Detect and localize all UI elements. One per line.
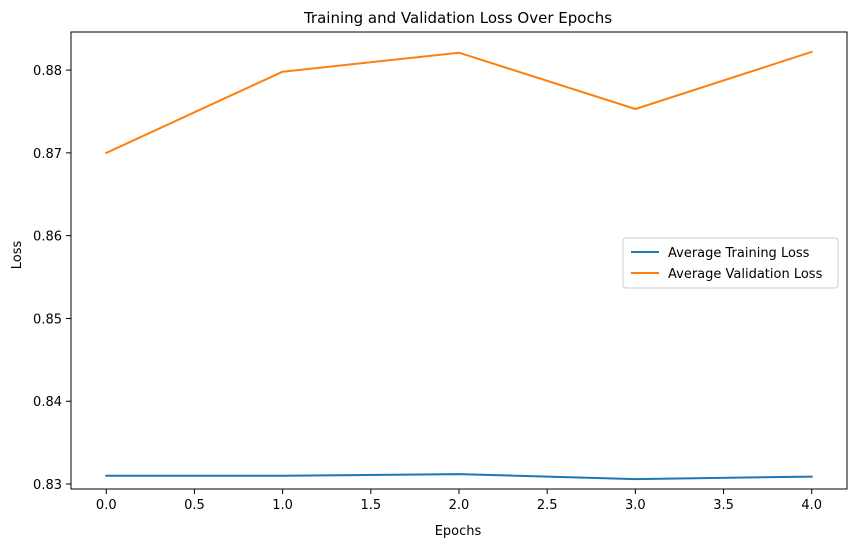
x-axis-ticks: 0.0 0.5 1.0 1.5 2.0 2.5 3.0 3.5 4.0	[96, 489, 822, 513]
y-tick-label: 0.86	[33, 230, 62, 245]
x-tick-label: 0.0	[96, 498, 117, 513]
x-tick-label: 1.0	[272, 498, 293, 513]
legend-box	[622, 237, 839, 289]
x-tick-label: 2.5	[537, 498, 558, 513]
y-tick-label: 0.83	[33, 478, 62, 493]
x-tick-label: 4.0	[801, 498, 822, 513]
series-line-1	[105, 473, 813, 481]
x-tick-label: 2.0	[449, 498, 470, 513]
legend-label-2: Average Validation Loss	[668, 267, 823, 282]
y-tick-label: 0.85	[33, 312, 62, 327]
x-tick-label: 3.0	[625, 498, 646, 513]
y-axis-label: Loss	[10, 241, 25, 270]
x-tick-label: 1.5	[360, 498, 381, 513]
chart-title: Training and Validation Loss Over Epochs	[303, 9, 612, 27]
y-tick-label: 0.87	[33, 147, 62, 162]
x-tick-label: 0.5	[184, 498, 205, 513]
x-tick-label: 3.5	[713, 498, 734, 513]
y-tick-label: 0.84	[33, 395, 62, 410]
y-axis-ticks: 0.83 0.84 0.85 0.86 0.87 0.88	[33, 64, 71, 493]
legend-label-1: Average Training Loss	[668, 246, 810, 261]
y-tick-label: 0.88	[33, 64, 62, 79]
series-line-2	[104, 50, 813, 155]
x-axis-label: Epochs	[435, 524, 482, 539]
legend: Average Training Loss Average Validation …	[622, 237, 839, 289]
